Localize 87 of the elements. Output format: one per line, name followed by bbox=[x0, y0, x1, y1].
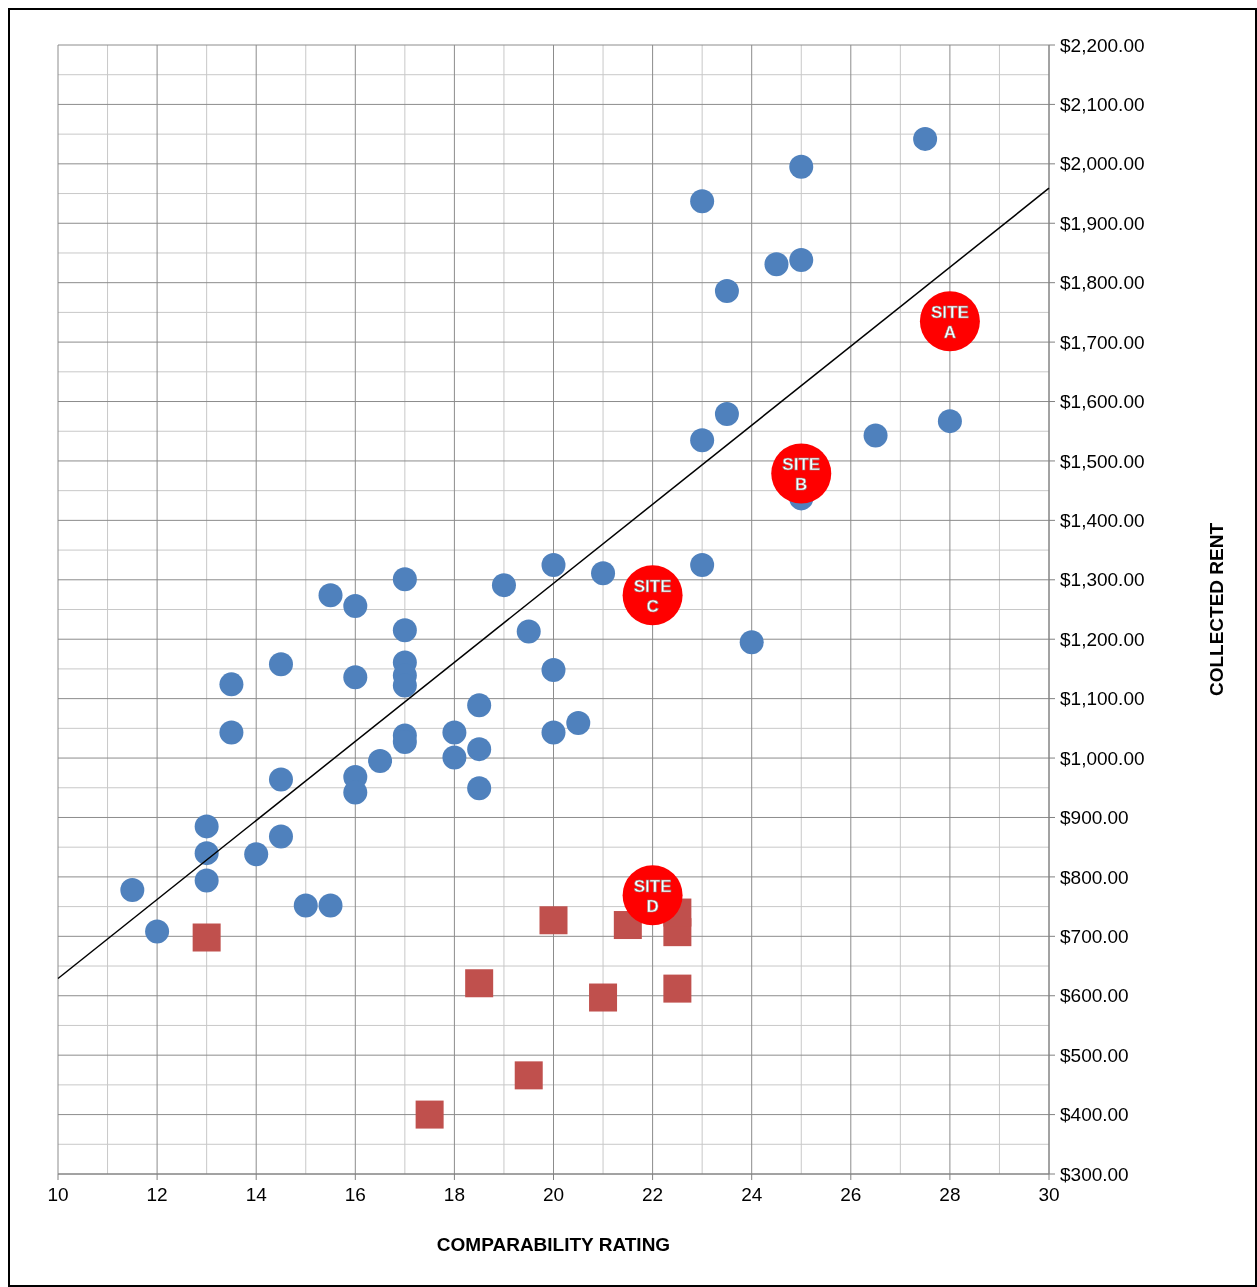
y-tick-label: $1,600.00 bbox=[1060, 391, 1145, 413]
y-tick-label: $900.00 bbox=[1060, 807, 1129, 829]
point bbox=[192, 923, 221, 952]
point bbox=[467, 693, 492, 718]
point bbox=[194, 841, 219, 866]
point bbox=[467, 776, 492, 801]
y-tick-label: $2,200.00 bbox=[1060, 34, 1145, 56]
x-tick-label: 18 bbox=[443, 1184, 465, 1205]
y-tick-label: $1,800.00 bbox=[1060, 272, 1145, 294]
y-tick-label: $400.00 bbox=[1060, 1104, 1129, 1126]
point bbox=[415, 1100, 444, 1129]
point bbox=[318, 893, 343, 918]
x-axis-title: COMPARABILITY RATING bbox=[436, 1234, 671, 1255]
point bbox=[764, 252, 789, 277]
point bbox=[392, 567, 417, 592]
point bbox=[465, 969, 494, 998]
y-tick-label: $800.00 bbox=[1060, 866, 1129, 888]
point bbox=[120, 877, 145, 902]
point bbox=[392, 618, 417, 643]
x-tick-label: 14 bbox=[245, 1184, 268, 1205]
point bbox=[789, 154, 814, 179]
point bbox=[690, 552, 715, 577]
point bbox=[268, 767, 293, 792]
y-tick-label: $2,100.00 bbox=[1060, 94, 1145, 116]
y-tick-label: $1,000.00 bbox=[1060, 747, 1145, 769]
data-label: SITE A bbox=[931, 303, 969, 343]
y-axis-title: COLLECTED RENT bbox=[1206, 522, 1227, 697]
y-tick-label: $1,500.00 bbox=[1060, 450, 1145, 472]
point bbox=[268, 824, 293, 849]
point bbox=[937, 409, 962, 434]
point bbox=[589, 983, 618, 1012]
point bbox=[219, 672, 244, 697]
point bbox=[219, 720, 244, 745]
point bbox=[343, 593, 368, 618]
point bbox=[293, 893, 318, 918]
point bbox=[541, 552, 566, 577]
y-tick-label: $600.00 bbox=[1060, 985, 1129, 1007]
point bbox=[467, 737, 492, 762]
y-tick-label: $300.00 bbox=[1060, 1163, 1129, 1185]
data-label: SITE B bbox=[782, 455, 821, 495]
point bbox=[539, 906, 568, 935]
x-tick-label: 28 bbox=[939, 1184, 961, 1205]
point bbox=[442, 745, 467, 770]
x-tick-label: 12 bbox=[146, 1184, 168, 1205]
x-tick-label: 20 bbox=[542, 1184, 565, 1205]
y-tick-label: $500.00 bbox=[1060, 1044, 1129, 1066]
point bbox=[913, 126, 938, 151]
point bbox=[541, 658, 566, 683]
y-tick-label: $1,900.00 bbox=[1060, 212, 1145, 234]
data-label: SITE C bbox=[633, 577, 672, 617]
point bbox=[194, 814, 219, 839]
y-tick-label: $1,200.00 bbox=[1060, 628, 1145, 650]
y-tick-label: $1,700.00 bbox=[1060, 331, 1145, 353]
x-tick-label: 26 bbox=[840, 1184, 862, 1205]
y-tick-label: $1,400.00 bbox=[1060, 510, 1145, 532]
point bbox=[541, 720, 566, 745]
point bbox=[863, 423, 888, 448]
point bbox=[343, 665, 368, 690]
point bbox=[690, 428, 715, 453]
y-tick-label: $2,000.00 bbox=[1060, 153, 1145, 175]
x-tick-label: 16 bbox=[344, 1184, 366, 1205]
point bbox=[516, 619, 541, 644]
point bbox=[714, 279, 739, 303]
x-tick-label: 30 bbox=[1038, 1184, 1060, 1205]
point bbox=[566, 710, 591, 735]
point bbox=[663, 974, 692, 1003]
point bbox=[690, 189, 715, 214]
point bbox=[739, 630, 764, 655]
point bbox=[591, 561, 616, 586]
x-tick-label: 22 bbox=[642, 1184, 664, 1205]
data-label: SITE D bbox=[633, 877, 672, 917]
x-tick-label: 10 bbox=[47, 1184, 69, 1205]
y-tick-label: $1,100.00 bbox=[1060, 688, 1145, 710]
point bbox=[514, 1061, 543, 1090]
point bbox=[244, 842, 269, 867]
point bbox=[442, 720, 467, 745]
y-tick-label: $1,300.00 bbox=[1060, 569, 1145, 591]
point bbox=[318, 583, 343, 608]
point bbox=[714, 402, 739, 427]
point bbox=[491, 573, 516, 598]
point bbox=[194, 868, 219, 893]
point bbox=[368, 749, 393, 774]
x-tick-label: 24 bbox=[741, 1184, 763, 1205]
y-tick-label: $700.00 bbox=[1060, 925, 1129, 947]
point bbox=[145, 919, 170, 944]
point bbox=[268, 652, 293, 677]
point bbox=[789, 248, 814, 273]
